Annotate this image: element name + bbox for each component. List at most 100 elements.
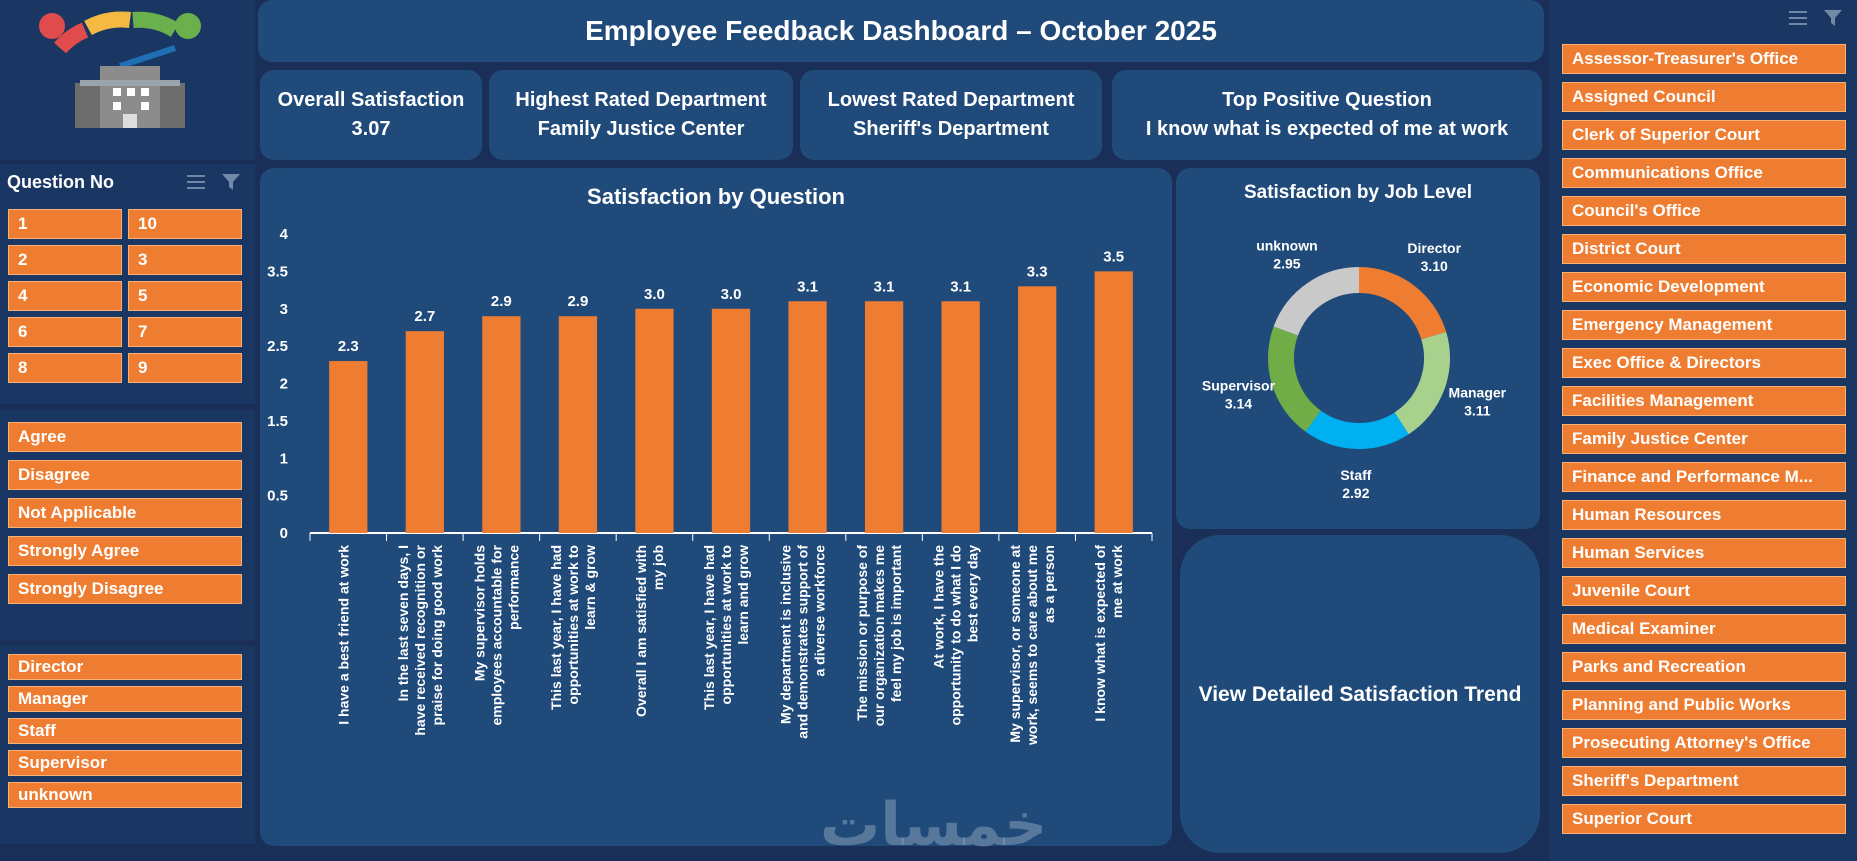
kpi-value: 3.07 <box>351 118 391 140</box>
level-item-director[interactable]: Director <box>8 654 242 680</box>
slice-label: Manager <box>1449 384 1507 400</box>
kpi-label: Top Positive Question <box>1222 89 1432 111</box>
answer-item-agree[interactable]: Agree <box>8 422 242 452</box>
data-label: 3.1 <box>950 278 971 295</box>
department-item[interactable]: Sheriff's Department <box>1562 766 1846 796</box>
watermark-logo: خمسات <box>820 790 1048 860</box>
data-label: 3.1 <box>874 278 895 295</box>
department-item[interactable]: Family Justice Center <box>1562 424 1846 454</box>
donut-slice <box>1358 267 1447 340</box>
multi-select-icon[interactable] <box>185 172 207 192</box>
chart-title: Satisfaction by Question <box>587 184 845 209</box>
view-trend-button[interactable]: View Detailed Satisfaction Trend <box>1180 535 1540 853</box>
bar <box>864 301 904 533</box>
data-label: 3.3 <box>1027 263 1048 280</box>
department-slicer: Assessor-Treasurer's Office Assigned Coun… <box>1550 0 1857 861</box>
data-label: 3.0 <box>721 286 742 303</box>
question-item-8[interactable]: 8 <box>8 353 122 383</box>
bar <box>941 301 980 533</box>
y-tick-label: 2.5 <box>267 338 288 355</box>
department-item[interactable]: District Court <box>1562 234 1846 264</box>
department-item[interactable]: Facilities Management <box>1562 386 1846 416</box>
answer-item-strongly-disagree[interactable]: Strongly Disagree <box>8 574 242 604</box>
slice-label: Supervisor <box>1202 378 1276 394</box>
donut-title: Satisfaction by Job Level <box>1244 182 1472 203</box>
department-item[interactable]: Assessor-Treasurer's Office <box>1562 44 1846 74</box>
department-item[interactable]: Exec Office & Directors <box>1562 348 1846 378</box>
kpi-label: Overall Satisfaction <box>277 89 465 111</box>
department-item[interactable]: Juvenile Court <box>1562 576 1846 606</box>
answer-item-not-applicable[interactable]: Not Applicable <box>8 498 242 528</box>
question-item-3[interactable]: 3 <box>128 245 242 275</box>
bar <box>788 301 827 533</box>
donut-slice <box>1268 326 1322 432</box>
level-item-unknown[interactable]: unknown <box>8 782 242 808</box>
data-label: 3.1 <box>797 278 818 295</box>
department-item[interactable]: Clerk of Superior Court <box>1562 120 1846 150</box>
department-item[interactable]: Human Services <box>1562 538 1846 568</box>
department-item[interactable]: Planning and Public Works <box>1562 690 1846 720</box>
level-item-staff[interactable]: Staff <box>8 718 242 744</box>
multi-select-icon[interactable] <box>1787 8 1809 28</box>
department-item[interactable]: Finance and Performance M... <box>1562 462 1846 492</box>
department-item[interactable]: Assigned Council <box>1562 82 1846 112</box>
department-item[interactable]: Economic Development <box>1562 272 1846 302</box>
data-label: 2.3 <box>338 338 359 355</box>
department-item[interactable]: Communications Office <box>1562 158 1846 188</box>
department-item[interactable]: Superior Court <box>1562 804 1846 834</box>
x-tick-label: This last year, I have hadopportunities … <box>701 545 751 710</box>
question-item-4[interactable]: 4 <box>8 281 122 311</box>
bar-chart-panel: Satisfaction by Question 0 0.5 1 1.5 2 2.5 3 3.5… <box>260 168 1172 846</box>
department-item[interactable]: Council's Office <box>1562 196 1846 226</box>
department-item[interactable]: Medical Examiner <box>1562 614 1846 644</box>
data-label: 2.9 <box>491 293 512 310</box>
slice-value: 2.95 <box>1273 256 1300 272</box>
dashboard-logo-icon <box>39 11 201 128</box>
question-slicer: Question No 1 10 2 3 4 5 6 7 8 9 <box>0 164 255 404</box>
x-tick-label: My supervisor, or someone atwork, seems … <box>1007 545 1057 746</box>
donut-slice <box>1273 267 1360 337</box>
question-item-5[interactable]: 5 <box>128 281 242 311</box>
question-item-10[interactable]: 10 <box>128 209 242 239</box>
kpi-highest-department: Highest Rated Department Family Justice … <box>489 70 793 160</box>
data-label: 3.0 <box>644 286 665 303</box>
x-tick-label: The mission or purpose ofour organizatio… <box>854 545 904 727</box>
question-item-6[interactable]: 6 <box>8 317 122 347</box>
level-item-supervisor[interactable]: Supervisor <box>8 750 242 776</box>
x-tick-label: I have a best friend at work <box>335 545 351 725</box>
x-tick-label: This last year, I have hadopportunities … <box>548 545 598 710</box>
department-item[interactable]: Prosecuting Attorney's Office <box>1562 728 1846 758</box>
question-item-2[interactable]: 2 <box>8 245 122 275</box>
question-item-9[interactable]: 9 <box>128 353 242 383</box>
question-slicer-title: Question No <box>7 172 114 192</box>
kpi-value: Family Justice Center <box>537 118 745 140</box>
y-tick-label: 1.5 <box>267 413 288 430</box>
data-label: 2.9 <box>567 293 588 310</box>
answer-item-strongly-agree[interactable]: Strongly Agree <box>8 536 242 566</box>
level-item-manager[interactable]: Manager <box>8 686 242 712</box>
bar <box>711 308 751 533</box>
slice-value: 2.92 <box>1342 485 1369 501</box>
slice-value: 3.10 <box>1421 258 1448 274</box>
slice-label: unknown <box>1256 238 1317 254</box>
kpi-value: Sheriff's Department <box>853 118 1049 140</box>
clear-filter-icon[interactable] <box>1823 8 1845 28</box>
question-item-1[interactable]: 1 <box>8 209 122 239</box>
kpi-overall-satisfaction: Overall Satisfaction 3.07 <box>260 70 482 160</box>
department-item[interactable]: Emergency Management <box>1562 310 1846 340</box>
clear-filter-icon[interactable] <box>221 172 243 192</box>
question-item-7[interactable]: 7 <box>128 317 242 347</box>
department-item[interactable]: Human Resources <box>1562 500 1846 530</box>
bar <box>635 308 674 533</box>
answer-item-disagree[interactable]: Disagree <box>8 460 242 490</box>
x-tick-label: My supervisor holdsemployees accountable… <box>471 544 521 725</box>
satisfaction-by-job-level-chart: Satisfaction by Job Level Director 3.10 Man… <box>1202 182 1507 501</box>
department-item[interactable]: Parks and Recreation <box>1562 652 1846 682</box>
satisfaction-by-question-chart: Satisfaction by Question 0 0.5 1 1.5 2 2.5 3 3.5… <box>267 184 1153 746</box>
donut-slice <box>1305 410 1409 449</box>
y-tick-label: 1 <box>280 450 288 467</box>
bar <box>1018 286 1057 533</box>
kpi-value: I know what is expected of me at work <box>1145 118 1509 140</box>
bar <box>482 316 521 533</box>
slice-value: 3.14 <box>1225 396 1252 412</box>
